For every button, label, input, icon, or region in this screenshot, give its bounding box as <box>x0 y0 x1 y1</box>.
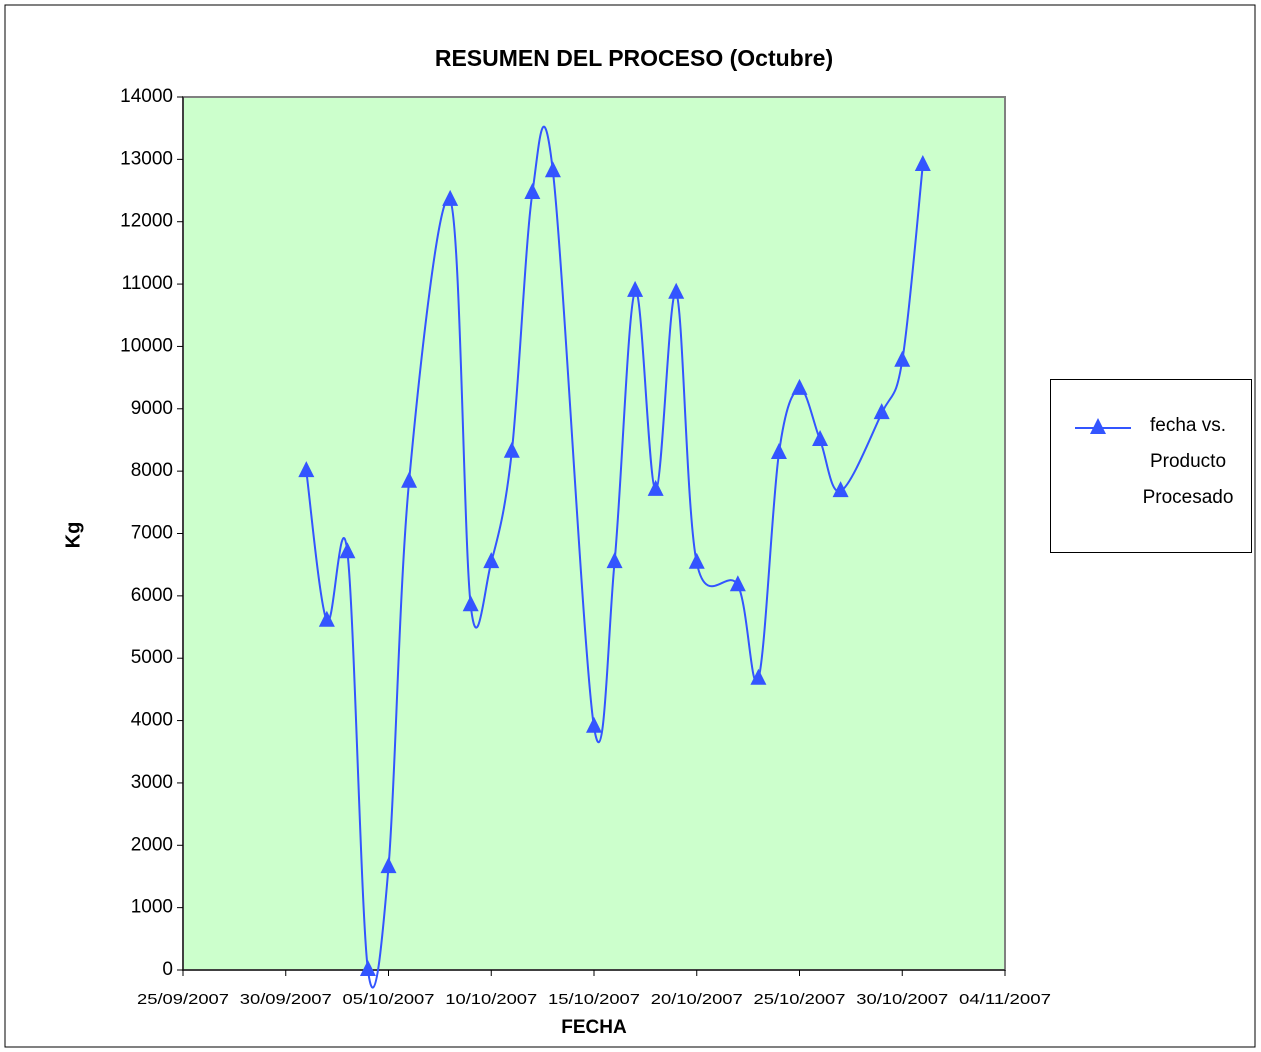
marker <box>873 403 890 420</box>
x-tick-label: 05/10/2007 <box>343 991 435 1008</box>
marker <box>606 552 623 569</box>
x-tick-label: 30/09/2007 <box>240 991 332 1008</box>
legend-marker <box>1090 418 1106 434</box>
legend: fecha vs. Producto Procesado <box>1050 379 1252 553</box>
marker <box>729 575 746 592</box>
marker <box>750 668 767 685</box>
marker <box>791 378 808 395</box>
marker <box>339 542 356 559</box>
chart-title: RESUMEN DEL PROCESO (Octubre) <box>435 45 833 71</box>
marker <box>668 282 685 299</box>
y-tick-label: 4000 <box>131 710 173 731</box>
marker <box>483 552 500 569</box>
x-tick-label: 04/11/2007 <box>959 991 1051 1008</box>
marker <box>442 189 459 206</box>
x-tick-label: 20/10/2007 <box>651 991 743 1008</box>
x-tick-label: 25/10/2007 <box>754 991 846 1008</box>
y-tick-label: 10000 <box>120 335 173 356</box>
marker <box>586 716 602 733</box>
y-tick-label: 14000 <box>120 86 173 107</box>
y-tick-label: 5000 <box>131 647 173 668</box>
y-tick-label: 1000 <box>131 897 173 918</box>
marker <box>401 471 418 488</box>
legend-key <box>1075 418 1131 434</box>
marker <box>318 610 335 627</box>
marker <box>770 443 787 460</box>
marker <box>462 595 479 612</box>
legend-label: fecha vs. Producto Procesado <box>1142 415 1234 508</box>
x-axis-label: FECHA <box>561 1017 627 1038</box>
y-axis-label: Kg <box>62 522 84 549</box>
marker <box>503 441 520 458</box>
y-tick-label: 13000 <box>120 148 173 169</box>
x-tick-label: 10/10/2007 <box>445 991 537 1008</box>
marker <box>380 857 397 874</box>
y-tick-label: 12000 <box>120 211 173 232</box>
marker <box>647 479 664 496</box>
marker <box>832 481 849 498</box>
marker <box>524 183 541 200</box>
y-tick-label: 8000 <box>131 460 173 481</box>
y-tick-label: 2000 <box>131 834 173 855</box>
x-tick-label: 30/10/2007 <box>856 991 948 1008</box>
y-tick-label: 3000 <box>131 772 173 793</box>
marker <box>688 552 705 569</box>
plot-area <box>182 96 1006 971</box>
marker <box>298 461 315 478</box>
marker <box>627 280 644 297</box>
y-tick-label: 9000 <box>131 398 173 419</box>
x-tick-label: 25/09/2007 <box>137 991 229 1008</box>
y-tick-label: 0 <box>162 959 173 980</box>
y-tick-label: 6000 <box>131 585 173 606</box>
marker <box>544 161 561 178</box>
marker <box>812 429 829 446</box>
x-tick-label: 15/10/2007 <box>548 991 640 1008</box>
marker <box>359 960 376 976</box>
y-tick-label: 7000 <box>131 523 173 544</box>
marker <box>894 350 911 367</box>
y-tick-label: 11000 <box>122 273 173 294</box>
marker <box>914 154 931 171</box>
